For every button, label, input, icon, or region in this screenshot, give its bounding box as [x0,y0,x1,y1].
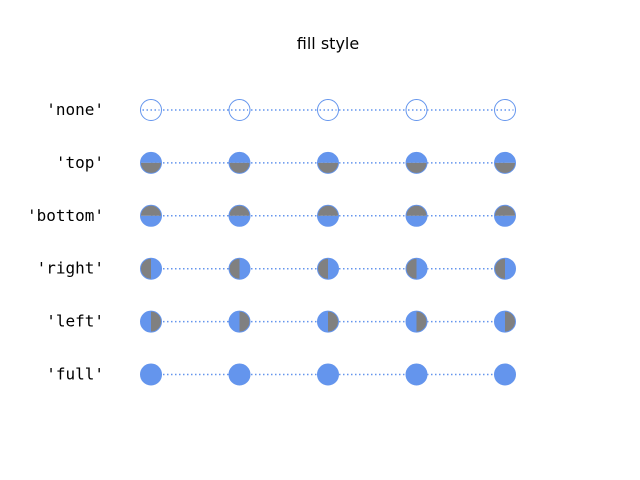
marker-bottom-2 [317,204,339,227]
marker-top-0 [140,151,162,174]
row-label-none: 'none' [46,100,104,119]
marker-top-3 [405,151,428,174]
row-label-right: 'right' [37,259,104,278]
marker-none-4 [494,99,516,121]
marker-full-2 [317,363,339,386]
marker-left-1 [228,310,251,333]
marker-right-1 [228,257,251,280]
marker-bottom-1 [228,204,251,227]
row-label-top: 'top' [56,153,104,172]
marker-top-2 [317,151,339,174]
marker-row-bottom: 'bottom' [27,204,516,227]
marker-left-4 [494,310,516,333]
marker-right-2 [317,257,339,280]
marker-full-3 [405,363,428,386]
marker-left-0 [140,310,162,333]
row-label-left: 'left' [46,312,104,331]
marker-bottom-4 [494,204,516,227]
marker-full-4 [494,363,516,386]
marker-rows: 'none' 'top' 'bottom' 'right' 'left' 'full' [27,99,516,386]
marker-bottom-3 [405,204,428,227]
marker-none-3 [405,99,428,121]
marker-full-0 [140,363,162,386]
marker-right-4 [494,257,516,280]
row-label-bottom: 'bottom' [27,206,104,225]
marker-full-1 [228,363,251,386]
marker-top-1 [228,151,251,174]
marker-none-1 [228,99,251,121]
marker-row-top: 'top' [56,151,516,174]
chart-title: fill style [297,34,359,53]
marker-right-0 [140,257,162,280]
marker-row-none: 'none' [46,99,516,121]
marker-row-right: 'right' [37,257,516,280]
marker-row-left: 'left' [46,310,516,333]
marker-right-3 [405,257,428,280]
marker-left-2 [317,310,339,333]
marker-bottom-0 [140,204,162,227]
marker-left-3 [405,310,428,333]
marker-top-4 [494,151,516,174]
marker-row-full: 'full' [46,363,516,386]
marker-none-0 [140,99,162,121]
row-label-full: 'full' [46,365,104,384]
marker-none-2 [317,99,339,121]
